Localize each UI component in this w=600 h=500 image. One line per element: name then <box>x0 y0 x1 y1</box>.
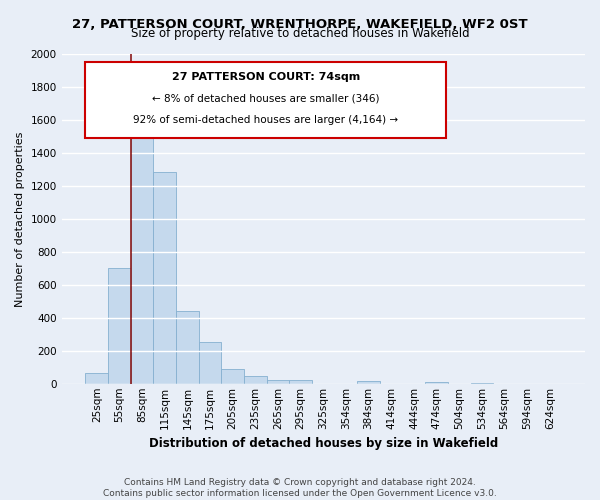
Bar <box>131 114 154 384</box>
Text: 92% of semi-detached houses are larger (4,164) →: 92% of semi-detached houses are larger (… <box>133 116 398 126</box>
Text: ← 8% of detached houses are smaller (346): ← 8% of detached houses are smaller (346… <box>152 94 380 104</box>
Text: 27, PATTERSON COURT, WRENTHORPE, WAKEFIELD, WF2 0ST: 27, PATTERSON COURT, WRENTHORPE, WAKEFIE… <box>72 18 528 30</box>
Bar <box>289 380 312 384</box>
Bar <box>154 172 176 384</box>
Bar <box>470 383 493 384</box>
Bar <box>425 382 448 384</box>
Bar <box>221 369 244 384</box>
FancyBboxPatch shape <box>85 62 446 138</box>
Bar <box>85 373 108 384</box>
Text: 27 PATTERSON COURT: 74sqm: 27 PATTERSON COURT: 74sqm <box>172 72 360 82</box>
Bar <box>199 342 221 384</box>
Text: Contains HM Land Registry data © Crown copyright and database right 2024.
Contai: Contains HM Land Registry data © Crown c… <box>103 478 497 498</box>
Text: Size of property relative to detached houses in Wakefield: Size of property relative to detached ho… <box>131 28 469 40</box>
Bar <box>266 380 289 384</box>
Bar <box>176 311 199 384</box>
Y-axis label: Number of detached properties: Number of detached properties <box>15 131 25 306</box>
Bar <box>244 376 266 384</box>
X-axis label: Distribution of detached houses by size in Wakefield: Distribution of detached houses by size … <box>149 437 498 450</box>
Bar <box>108 268 131 384</box>
Bar <box>358 382 380 384</box>
